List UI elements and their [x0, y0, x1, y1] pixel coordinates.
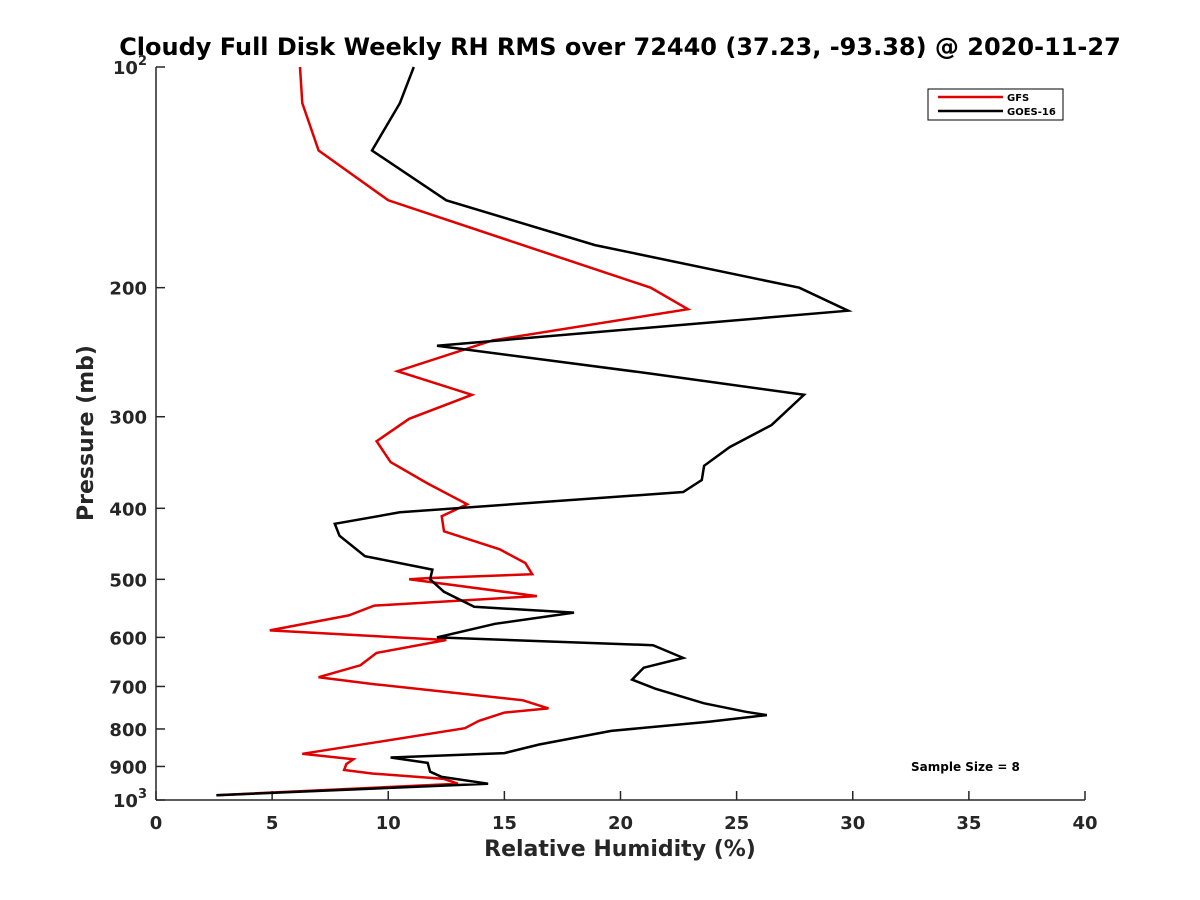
y-tick-label: 900	[109, 757, 147, 778]
x-tick-label: 5	[266, 813, 279, 834]
x-ticks: 0 5 10 15 20 25 30 35 40	[150, 791, 1098, 834]
legend-label-goes-16: GOES-16	[1007, 107, 1056, 118]
series-layer	[216, 66, 853, 797]
y-tick-label: 200	[109, 279, 147, 300]
x-tick-label: 40	[1072, 813, 1097, 834]
x-tick-label: 30	[840, 813, 865, 834]
legend: GFS GOES-16	[927, 88, 1064, 121]
x-axis-label: Relative Humidity (%)	[484, 837, 756, 862]
x-tick-label: 25	[724, 813, 749, 834]
y-ticks: 102 200 300 400 500 600 700 800 900 103	[109, 54, 165, 812]
y-tick-label: 600	[109, 628, 147, 649]
y-tick-label: 102	[113, 54, 147, 79]
series-line-gfs	[216, 66, 692, 797]
y-tick-label: 400	[109, 499, 147, 520]
x-tick-label: 35	[956, 813, 981, 834]
legend-box	[927, 88, 1064, 121]
y-tick-label: 500	[109, 570, 147, 591]
series-line-goes-16	[216, 66, 853, 797]
chart-title: Cloudy Full Disk Weekly RH RMS over 7244…	[119, 33, 1121, 61]
y-tick-label: 700	[109, 677, 147, 698]
sample-size-annotation: Sample Size = 8	[911, 760, 1020, 774]
y-tick-label: 103	[113, 787, 147, 812]
y-tick-label: 300	[109, 408, 147, 429]
x-tick-label: 10	[376, 813, 401, 834]
x-tick-label: 15	[492, 813, 517, 834]
x-tick-label: 0	[150, 813, 163, 834]
plot-area	[155, 67, 1085, 801]
y-axis-label: Pressure (mb)	[74, 345, 99, 521]
y-tick-label: 800	[109, 720, 147, 741]
plot-box	[156, 67, 1085, 800]
x-tick-label: 20	[608, 813, 633, 834]
legend-label-gfs: GFS	[1007, 93, 1029, 104]
